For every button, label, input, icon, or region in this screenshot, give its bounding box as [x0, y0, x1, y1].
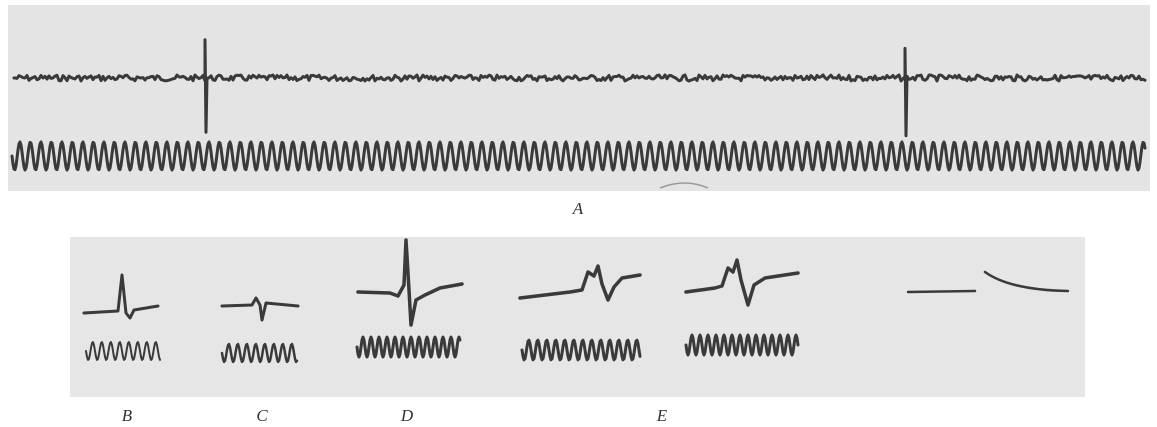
- panel-bottom-background: [70, 237, 1085, 397]
- panel-label: B: [122, 406, 133, 425]
- panel-label: E: [656, 406, 668, 425]
- panel-label: D: [400, 406, 414, 425]
- panel-label: A: [572, 199, 584, 218]
- trace-baseline-1: [908, 291, 975, 292]
- panel-label: C: [256, 406, 268, 425]
- figure: A B C D E: [0, 0, 1157, 427]
